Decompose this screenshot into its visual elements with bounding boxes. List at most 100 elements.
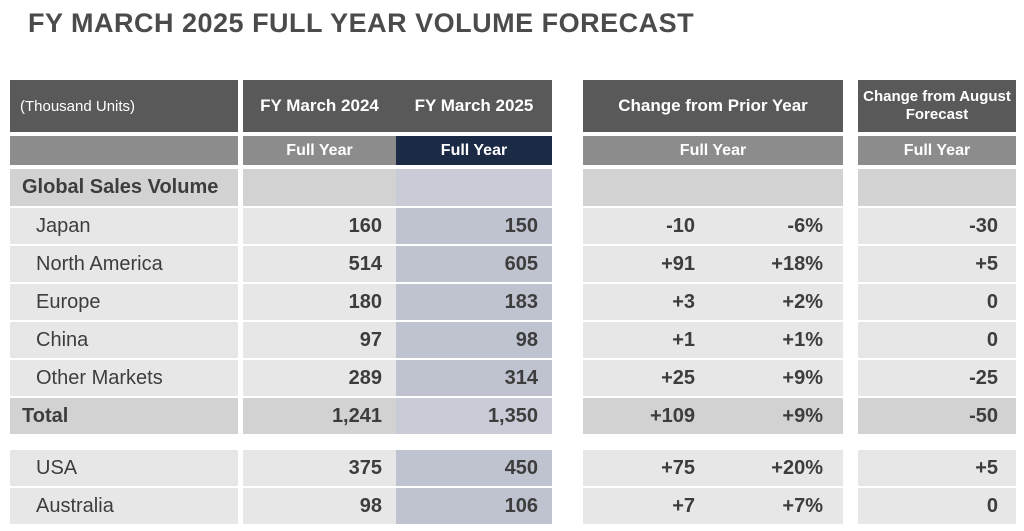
fy2024-value	[243, 169, 396, 206]
prior-year-row-global-sales-volume	[583, 169, 843, 206]
prior-year-change-value: +1	[672, 328, 695, 351]
prior-year-change-pct: +7%	[782, 494, 823, 517]
august-row-europe: 0	[858, 284, 1016, 320]
fy2025-value: 98	[396, 322, 552, 358]
prior-year-row-australia: +7 +7%	[583, 488, 843, 524]
prior-year-change-pct: +20%	[771, 456, 823, 479]
volume-table: (Thousand Units) FY March 2024 FY March …	[10, 80, 552, 526]
august-change-value: -25	[969, 366, 998, 389]
prior-year-change-value: +25	[661, 366, 695, 389]
fy2025-value: 183	[396, 284, 552, 320]
column-divider	[238, 450, 243, 486]
units-label: (Thousand Units)	[10, 80, 238, 132]
prior-year-table-body: -10 -6% +91 +18% +3 +2% +1 +1% +25 +9% +109 +9% +75 +…	[583, 169, 843, 524]
row-label: USA	[10, 450, 238, 486]
fy2024-value: 160	[243, 208, 396, 244]
august-change-table: Change from August Forecast Full Year -3…	[858, 80, 1016, 526]
row-label: Europe	[10, 284, 238, 320]
fy2025-value: 314	[396, 360, 552, 396]
prior-year-change-value: +109	[649, 404, 695, 427]
fy-march-2025-header: FY March 2025	[396, 96, 552, 116]
august-row-other-markets: -25	[858, 360, 1016, 396]
column-divider	[238, 80, 243, 132]
august-row-total: -50	[858, 398, 1016, 434]
row-label: North America	[10, 246, 238, 282]
empty-subheader-cell	[10, 136, 238, 165]
fy2024-value: 514	[243, 246, 396, 282]
column-divider	[238, 398, 243, 434]
column-divider	[238, 360, 243, 396]
volume-row-global-sales-volume: Global Sales Volume	[10, 169, 552, 206]
prior-year-subheader-row: Full Year	[583, 136, 843, 165]
august-row-australia: 0	[858, 488, 1016, 524]
prior-year-change-value: +75	[661, 456, 695, 479]
volume-row-total: Total 1,241 1,350	[10, 398, 552, 434]
fy2025-value: 605	[396, 246, 552, 282]
column-divider	[238, 136, 243, 165]
august-table-body: -30 +5 0 0 -25 -50 +5 0	[858, 169, 1016, 524]
prior-year-change-pct: +9%	[782, 366, 823, 389]
fy2024-full-year-label: Full Year	[243, 136, 396, 165]
fy-march-2024-header: FY March 2024	[243, 96, 396, 116]
fy2025-value: 106	[396, 488, 552, 524]
volume-table-body: Global Sales Volume Japan 160 150 North Amer…	[10, 169, 552, 524]
volume-row-north-america: North America 514 605	[10, 246, 552, 282]
prior-year-change-pct: +2%	[782, 290, 823, 313]
volume-row-europe: Europe 180 183	[10, 284, 552, 320]
row-label: Other Markets	[10, 360, 238, 396]
row-label: Australia	[10, 488, 238, 524]
prior-year-change-pct: +18%	[771, 252, 823, 275]
row-label: Japan	[10, 208, 238, 244]
prior-year-row-europe: +3 +2%	[583, 284, 843, 320]
page-title: FY MARCH 2025 FULL YEAR VOLUME FORECAST	[28, 8, 695, 38]
volume-row-japan: Japan 160 150	[10, 208, 552, 244]
prior-year-change-table: Change from Prior Year Full Year -10 -6% +…	[583, 80, 843, 526]
august-header-row: Change from August Forecast	[858, 80, 1016, 132]
prior-year-change-value: +91	[661, 252, 695, 275]
prior-year-change-value: +3	[672, 290, 695, 313]
august-row-japan: -30	[858, 208, 1016, 244]
column-divider	[238, 246, 243, 282]
august-change-value: 0	[986, 494, 998, 517]
prior-year-row-north-america: +91 +18%	[583, 246, 843, 282]
august-full-year-label: Full Year	[858, 136, 1016, 165]
august-row-global-sales-volume	[858, 169, 1016, 206]
fy2025-full-year-label: Full Year	[396, 136, 552, 165]
prior-year-header-row: Change from Prior Year	[583, 80, 843, 132]
august-header: Change from August Forecast	[858, 80, 1016, 132]
fy2024-value: 289	[243, 360, 396, 396]
august-row-china: 0	[858, 322, 1016, 358]
august-change-value: 0	[986, 290, 998, 313]
fy2024-value: 1,241	[243, 398, 396, 434]
volume-row-other-markets: Other Markets 289 314	[10, 360, 552, 396]
fy2025-value	[396, 169, 552, 206]
column-divider	[238, 169, 243, 206]
august-change-value: +5	[975, 252, 998, 275]
fy2024-value: 98	[243, 488, 396, 524]
fy2024-value: 180	[243, 284, 396, 320]
volume-row-china: China 97 98	[10, 322, 552, 358]
fy2025-value: 450	[396, 450, 552, 486]
row-label: Total	[10, 398, 238, 434]
fy2025-value: 1,350	[396, 398, 552, 434]
fy2025-value: 150	[396, 208, 552, 244]
prior-year-header: Change from Prior Year	[583, 80, 843, 132]
august-change-value: +5	[975, 456, 998, 479]
row-label: Global Sales Volume	[10, 169, 238, 206]
fy2024-value: 97	[243, 322, 396, 358]
column-divider	[238, 322, 243, 358]
prior-year-change-pct: +1%	[782, 328, 823, 351]
august-subheader-row: Full Year	[858, 136, 1016, 165]
prior-year-change-pct: +9%	[782, 404, 823, 427]
volume-table-header-row: (Thousand Units) FY March 2024 FY March …	[10, 80, 552, 132]
august-row-north-america: +5	[858, 246, 1016, 282]
prior-year-change-value: +7	[672, 494, 695, 517]
column-divider	[238, 488, 243, 524]
prior-year-row-usa: +75 +20%	[583, 450, 843, 486]
column-divider	[238, 284, 243, 320]
fy2024-value: 375	[243, 450, 396, 486]
prior-year-full-year-label: Full Year	[583, 136, 843, 165]
volume-row-usa: USA 375 450	[10, 450, 552, 486]
august-change-value: -30	[969, 214, 998, 237]
